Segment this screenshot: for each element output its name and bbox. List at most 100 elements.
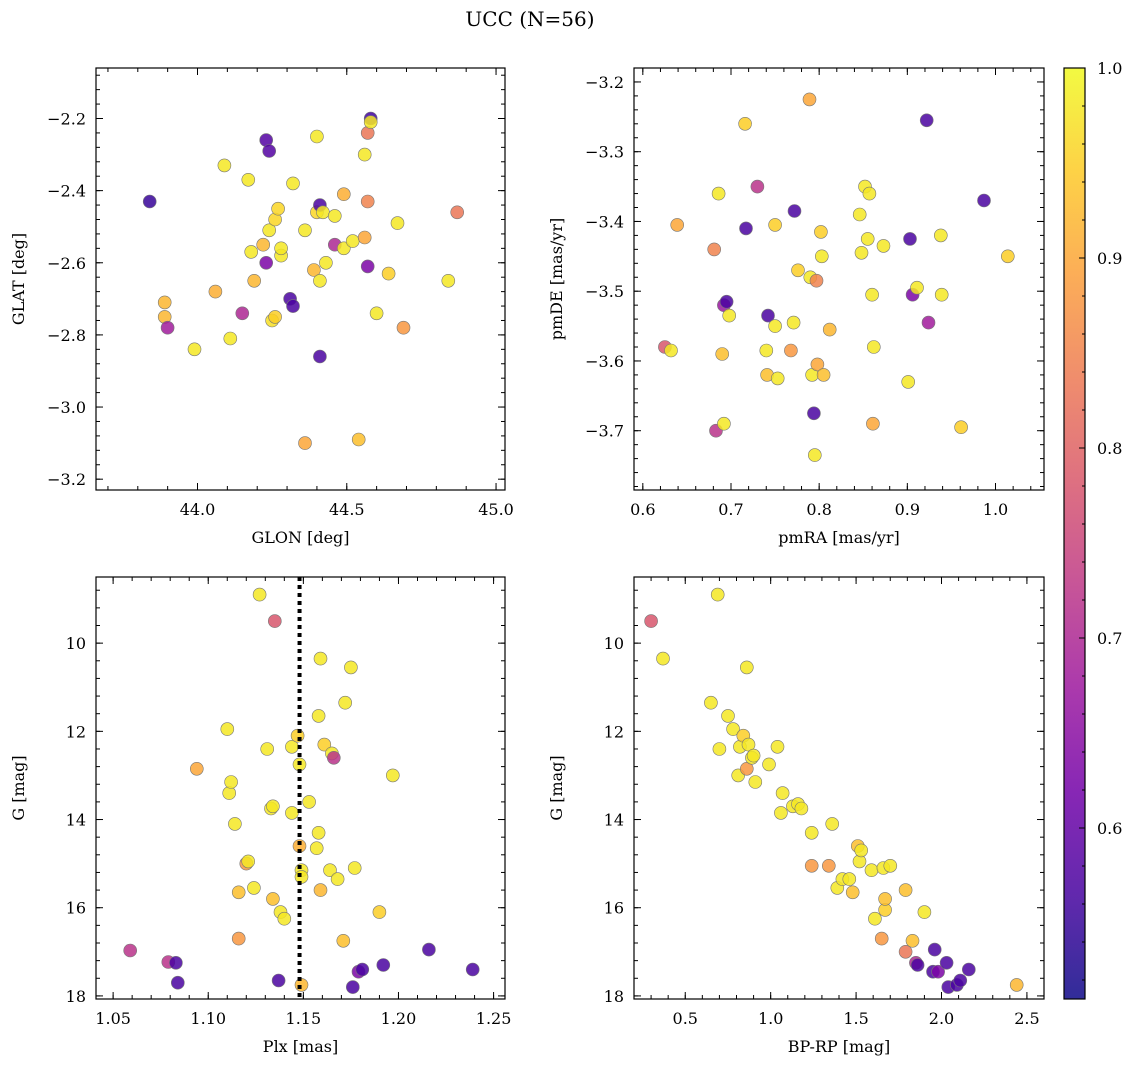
data-point	[878, 892, 892, 906]
data-point	[271, 973, 286, 988]
data-point	[259, 255, 274, 270]
data-point	[845, 885, 860, 900]
colorbar-tick-label: 0.9	[1097, 249, 1122, 268]
data-point	[910, 280, 924, 295]
panel-bprp-g: 0.5 1.0 1.5 2.0 2.5 10 12 14 16 18 BP-RP [mag] G [m…	[547, 576, 1045, 1056]
data-point	[934, 287, 949, 302]
data-point	[310, 129, 324, 144]
axes-frame	[95, 67, 506, 491]
data-point	[286, 299, 300, 313]
data-point	[271, 201, 285, 216]
data-point	[327, 209, 342, 223]
y-tick-label: −3.0	[47, 398, 86, 417]
data-point	[748, 775, 763, 789]
data-point	[277, 911, 292, 926]
data-point	[260, 742, 275, 756]
data-point	[876, 239, 891, 253]
data-point	[169, 955, 183, 970]
y-tick-label: −2.6	[47, 254, 86, 273]
data-point	[311, 709, 326, 723]
y-tick-label: −3.6	[585, 352, 624, 371]
y-tick-label: −3.2	[47, 470, 86, 489]
data-point	[759, 343, 774, 358]
data-point	[298, 436, 312, 450]
data-point	[187, 342, 202, 357]
data-point	[664, 343, 678, 358]
data-point	[804, 825, 819, 840]
colorbar-frame	[1063, 67, 1086, 1000]
data-point	[768, 218, 782, 232]
data-point	[927, 942, 942, 957]
data-point	[814, 249, 829, 264]
colorbar-tick-label: 0.8	[1097, 439, 1122, 458]
data-point	[852, 207, 867, 222]
data-point	[244, 245, 258, 259]
figure-title: UCC (N=56)	[465, 7, 594, 31]
data-point	[775, 786, 790, 800]
data-point	[868, 911, 882, 926]
data-point	[722, 308, 737, 323]
data-point	[247, 273, 261, 288]
x-tick-label: 1.10	[190, 1009, 226, 1028]
data-point	[1009, 978, 1024, 992]
data-point	[157, 295, 172, 310]
data-point	[385, 768, 400, 783]
data-point	[208, 284, 223, 299]
data-point	[262, 144, 277, 158]
data-point	[338, 695, 353, 710]
data-point	[123, 943, 137, 958]
data-point	[223, 331, 238, 346]
data-point	[738, 117, 752, 131]
data-point	[241, 173, 256, 187]
y-tick-label: −2.8	[47, 326, 86, 345]
panel-pmra-pmde: 0.6 0.7 0.8 0.9 1.0 −3.7 −3.6 −3.5 −3.4 −3.3 −3.2 p…	[547, 67, 1045, 547]
data-point	[860, 232, 875, 246]
y-tick-label: 10	[604, 634, 624, 653]
x-axis-label: pmRA [mas/yr]	[778, 528, 900, 547]
data-point	[465, 962, 480, 977]
data-point	[719, 294, 734, 309]
x-tick-label: 1.05	[95, 1009, 131, 1028]
x-tick-label: 2.0	[929, 1009, 954, 1028]
data-point	[842, 872, 857, 886]
data-point	[422, 942, 436, 957]
y-tick-label: −3.5	[585, 282, 624, 301]
y-tick-label: 18	[66, 987, 86, 1006]
x-tick-label: 44.0	[180, 500, 216, 519]
data-point	[784, 343, 798, 358]
data-point	[313, 273, 327, 288]
data-point	[344, 660, 358, 675]
data-point	[142, 194, 157, 209]
colorbar-tick-label: 0.6	[1097, 819, 1122, 838]
data-point	[228, 817, 242, 831]
data-point	[905, 933, 920, 948]
data-point	[816, 368, 831, 382]
data-point	[864, 863, 879, 878]
data-point	[319, 255, 333, 270]
data-point	[977, 193, 991, 208]
data-point	[450, 205, 465, 220]
data-point	[717, 416, 731, 431]
data-point	[768, 319, 782, 333]
x-tick-label: 0.7	[718, 500, 743, 519]
data-point	[160, 320, 175, 335]
axes-frame	[95, 576, 506, 1000]
data-point	[247, 881, 261, 895]
data-point	[326, 750, 341, 765]
axes-frame	[633, 576, 1045, 1000]
data-point	[171, 975, 185, 990]
data-point	[360, 194, 375, 209]
y-tick-label: −2.2	[47, 109, 86, 128]
data-point	[807, 406, 821, 421]
points-group	[142, 111, 465, 450]
data-point	[804, 858, 819, 873]
panel-plx-g: 1.05 1.10 1.15 1.20 1.25 10 12 14 16 18 Plx [mas] G…	[9, 576, 511, 1056]
x-tick-label: 45.0	[478, 500, 514, 519]
data-point	[762, 757, 776, 772]
data-point	[821, 858, 836, 873]
data-point	[381, 266, 396, 281]
data-point	[761, 308, 775, 323]
data-point	[750, 179, 765, 194]
data-point	[336, 187, 351, 201]
data-point	[919, 113, 934, 128]
